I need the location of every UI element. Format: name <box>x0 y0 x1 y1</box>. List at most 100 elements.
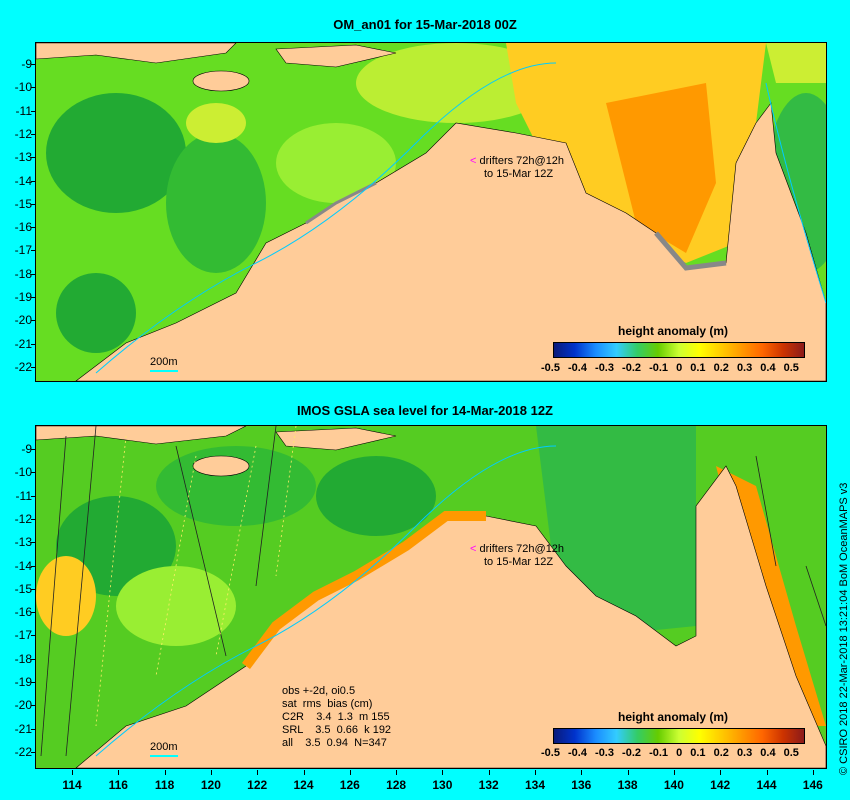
latitude-tick <box>31 495 35 497</box>
latitude-tick <box>31 87 35 89</box>
longitude-tick <box>535 770 536 775</box>
longitude-label: 120 <box>200 778 221 792</box>
latitude-label: -16 <box>14 605 32 620</box>
stats-line: C2R 3.4 1.3 m 155 <box>282 711 390 723</box>
latitude-label: -21 <box>14 336 32 351</box>
cbar-label: 0.4 <box>760 747 776 759</box>
longitude-label: 140 <box>663 778 684 792</box>
cbar-label: -0.4 <box>568 747 587 759</box>
longitude-tick <box>581 770 583 775</box>
latitude-tick <box>31 250 35 252</box>
latitude-label: -22 <box>14 744 32 759</box>
top-scale-line <box>150 370 178 372</box>
longitude-tick <box>812 770 814 775</box>
longitude-label: 146 <box>802 778 823 792</box>
bottom-colorbar-labels: -0.5 -0.4 -0.3 -0.2 -0.1 0 0.1 0.2 0.3 0… <box>541 747 799 759</box>
cbar-label: 0.2 <box>713 362 729 374</box>
drifter-arrow-icon: < <box>470 155 477 167</box>
cbar-label: -0.2 <box>622 747 642 759</box>
latitude-tick <box>31 366 35 368</box>
latitude-tick <box>31 343 35 345</box>
bottom-scale-line <box>150 755 178 757</box>
cbar-label: -0.2 <box>622 362 642 374</box>
stats-line: all 3.5 0.94 N=347 <box>282 737 387 749</box>
cbar-label: 0 <box>676 362 683 374</box>
cbar-label: -0.3 <box>595 747 614 759</box>
cbar-label: 0.4 <box>760 362 776 374</box>
latitude-tick <box>31 588 35 590</box>
latitude-label: -19 <box>14 675 32 689</box>
top-colorbar <box>553 342 805 358</box>
latitude-label: -10 <box>14 80 32 95</box>
latitude-tick <box>31 472 35 474</box>
latitude-tick <box>31 273 35 275</box>
cbar-label: 0.5 <box>783 362 799 374</box>
latitude-label: -18 <box>14 651 32 666</box>
longitude-tick <box>720 770 722 775</box>
longitude-tick <box>164 770 166 775</box>
latitude-tick <box>31 157 35 159</box>
longitude-tick <box>72 770 73 775</box>
latitude-label: -13 <box>14 535 32 550</box>
latitude-label: -11 <box>15 103 32 118</box>
latitude-tick <box>31 565 35 567</box>
longitude-tick <box>210 770 212 775</box>
top-drifters-line1: drifters 72h@12h <box>479 155 565 167</box>
latitude-tick <box>31 728 35 730</box>
top-colorbar-title: height anomaly (m) <box>618 324 729 338</box>
stats-line: SRL 3.5 0.66 k 192 <box>282 724 392 736</box>
latitude-label: -18 <box>14 266 32 281</box>
latitude-tick <box>31 110 35 112</box>
latitude-tick <box>31 635 35 637</box>
cbar-label: -0.1 <box>649 362 669 374</box>
latitude-tick <box>31 658 35 660</box>
cbar-label: 0 <box>676 747 683 759</box>
longitude-label: 114 <box>62 778 82 792</box>
longitude-label: 138 <box>617 778 638 792</box>
bottom-drifters-line2: to 15-Mar 12Z <box>484 556 554 568</box>
bottom-stats-block: obs +-2d, oi0.5 sat rms bias (cm) C2R 3.… <box>282 685 391 750</box>
longitude-tick <box>396 770 398 775</box>
credit-text: © CSIRO 2018 22-Mar-2018 13:21:04 BoM Oc… <box>838 482 850 775</box>
stats-line: sat rms bias (cm) <box>282 698 373 710</box>
latitude-label: -20 <box>14 313 32 328</box>
latitude-tick <box>31 518 35 520</box>
latitude-tick <box>31 682 35 683</box>
latitude-label: -22 <box>14 359 32 374</box>
longitude-tick <box>627 770 629 775</box>
latitude-label: -10 <box>14 465 32 480</box>
longitude-label: 118 <box>154 778 175 792</box>
latitude-label: -11 <box>15 488 32 503</box>
longitude-tick <box>488 770 490 775</box>
latitude-label: -15 <box>14 581 32 596</box>
latitude-label: -14 <box>14 173 32 188</box>
top-drifters-line2: to 15-Mar 12Z <box>484 168 554 180</box>
longitude-tick <box>349 770 351 775</box>
latitude-tick <box>31 203 35 205</box>
latitude-tick <box>31 705 35 707</box>
latitude-label: -20 <box>14 698 32 713</box>
latitude-tick <box>31 180 35 182</box>
top-drifters-note: < drifters 72h@12h to 15-Mar 12Z <box>470 155 564 181</box>
longitude-label: 128 <box>386 778 407 792</box>
latitude-tick <box>31 542 35 544</box>
bottom-colorbar-title: height anomaly (m) <box>618 710 729 724</box>
longitude-label: 126 <box>339 778 360 792</box>
longitude-label: 130 <box>432 778 453 792</box>
bottom-map-panel <box>35 425 827 769</box>
longitude-label: 132 <box>478 778 499 792</box>
latitude-tick <box>31 612 35 614</box>
longitude-label: 124 <box>293 778 314 792</box>
top-scale-label: 200m <box>150 356 178 368</box>
cbar-label: 0.1 <box>690 747 706 759</box>
top-panel-title: OM_an01 for 15-Mar-2018 00Z <box>333 17 517 32</box>
latitude-label: -9 <box>21 442 32 456</box>
cbar-label: 0.2 <box>713 747 729 759</box>
longitude-label: 144 <box>756 778 777 792</box>
longitude-label: 136 <box>571 778 592 792</box>
bottom-drifters-note: < drifters 72h@12h to 15-Mar 12Z <box>470 543 564 569</box>
top-map-panel <box>35 42 827 382</box>
latitude-tick <box>31 64 35 65</box>
bottom-scale-label: 200m <box>150 741 178 753</box>
longitude-tick <box>303 770 305 775</box>
